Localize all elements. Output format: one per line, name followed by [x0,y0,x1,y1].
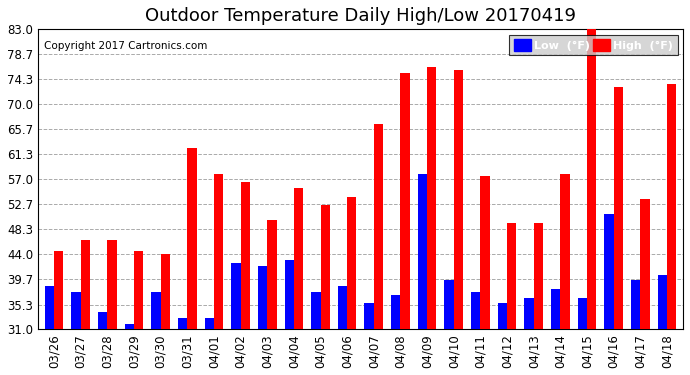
Bar [125,324,134,375]
Bar [658,274,667,375]
Bar [604,214,613,375]
Bar [347,196,357,375]
Bar [321,205,330,375]
Bar [587,29,596,375]
Bar [640,200,650,375]
Bar [480,176,490,375]
Bar [497,303,507,375]
Bar [241,182,250,375]
Bar [534,223,543,375]
Bar [364,303,374,375]
Bar [178,318,187,375]
Bar [560,174,570,375]
Bar [54,251,63,375]
Bar [524,298,534,375]
Legend: Low  (°F), High  (°F): Low (°F), High (°F) [509,35,678,55]
Bar [45,286,54,375]
Bar [98,312,107,375]
Bar [631,280,640,375]
Bar [187,148,197,375]
Bar [427,67,437,375]
Title: Outdoor Temperature Daily High/Low 20170419: Outdoor Temperature Daily High/Low 20170… [145,7,576,25]
Bar [81,240,90,375]
Bar [374,124,383,375]
Bar [214,174,223,375]
Bar [418,174,427,375]
Bar [267,220,277,375]
Bar [444,280,454,375]
Bar [400,72,410,375]
Bar [578,298,587,375]
Bar [507,223,516,375]
Bar [311,292,321,375]
Bar [613,87,623,375]
Bar [471,292,480,375]
Bar [391,295,400,375]
Bar [294,188,303,375]
Bar [454,70,463,375]
Bar [284,260,294,375]
Bar [258,266,267,375]
Bar [161,254,170,375]
Bar [71,292,81,375]
Bar [151,292,161,375]
Bar [107,240,117,375]
Bar [231,263,241,375]
Bar [667,84,676,375]
Bar [551,289,560,375]
Text: Copyright 2017 Cartronics.com: Copyright 2017 Cartronics.com [44,41,208,51]
Bar [134,251,144,375]
Bar [204,318,214,375]
Bar [338,286,347,375]
